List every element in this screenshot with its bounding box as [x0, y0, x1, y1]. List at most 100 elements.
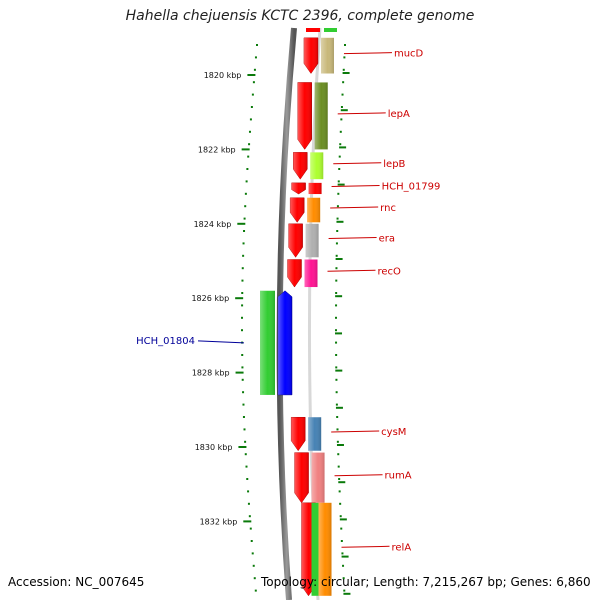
gene-block-shade	[311, 452, 325, 503]
gene-leader-line	[341, 545, 390, 548]
gene-leader-line	[331, 184, 380, 187]
gene-label-cysM[interactable]: cysM	[381, 427, 406, 438]
minor-tick-left	[247, 490, 250, 493]
minor-tick-right	[335, 279, 338, 282]
kbp-tick-mark	[247, 74, 256, 76]
minor-tick-right	[337, 453, 340, 456]
minor-tick-left	[243, 230, 246, 232]
gene-arrow-shade	[287, 259, 302, 288]
minor-tick-left	[241, 378, 244, 381]
gene-label-rnc[interactable]: rnc	[380, 203, 396, 214]
accession-text: Accession: NC_007645	[8, 575, 145, 589]
minor-tick-left	[245, 180, 248, 183]
major-tick-right	[340, 109, 348, 112]
gene-arrow-shade	[293, 152, 308, 180]
minor-tick-left	[250, 540, 253, 542]
minor-tick-left	[243, 217, 246, 220]
gene-arrow-shade	[291, 182, 306, 195]
minor-tick-right	[335, 341, 338, 344]
minor-tick-right	[339, 130, 342, 133]
gene-label-lepA[interactable]: lepA	[388, 109, 410, 120]
gene-block-partial-top	[324, 28, 337, 32]
minor-tick-right	[342, 81, 345, 84]
minor-tick-right	[344, 44, 346, 46]
major-tick-right	[335, 406, 343, 409]
minor-tick-left	[241, 304, 244, 307]
minor-tick-right	[337, 465, 340, 468]
minor-tick-left	[241, 366, 244, 369]
minor-tick-left	[245, 465, 248, 468]
major-tick-right	[336, 220, 344, 223]
minor-tick-right	[340, 106, 343, 108]
gene-block-shade	[314, 82, 328, 150]
minor-tick-left	[241, 292, 244, 294]
gene-leader-line	[343, 52, 392, 55]
gene-tracks	[260, 28, 337, 597]
minor-tick-left	[244, 440, 247, 443]
gene-block-shade	[318, 502, 332, 596]
gene-label-recO[interactable]: recO	[377, 266, 401, 277]
minor-tick-left	[256, 44, 258, 46]
major-tick-right	[338, 481, 346, 484]
minor-tick-right	[340, 540, 343, 542]
gene-arrow-shade	[294, 452, 309, 503]
minor-tick-right	[339, 143, 342, 146]
minor-tick-left	[247, 155, 250, 158]
gene-block-shade	[308, 182, 322, 195]
major-tick-right	[342, 72, 350, 74]
minor-tick-left	[244, 192, 247, 195]
gene-label-relA[interactable]: relA	[392, 542, 412, 553]
gene-label-mucD[interactable]: mucD	[394, 49, 424, 60]
gene-leader-line	[327, 269, 376, 272]
minor-tick-right	[335, 366, 338, 369]
minor-tick-left	[242, 403, 245, 406]
minor-tick-right	[336, 428, 339, 431]
minor-tick-right	[339, 502, 342, 505]
minor-tick-left	[241, 316, 244, 319]
gene-block-shade	[320, 37, 334, 74]
kbp-tick-label: 1824 kbp	[194, 220, 232, 229]
major-tick-right	[341, 555, 349, 558]
gene-leader-line	[330, 206, 379, 209]
kbp-tick-label: 1822 kbp	[198, 145, 236, 154]
gene-label-lepB[interactable]: lepB	[383, 159, 405, 170]
major-tick-right	[339, 146, 347, 149]
minor-tick-right	[343, 589, 346, 592]
kbp-tick-label: 1820 kbp	[204, 71, 242, 80]
minor-tick-left	[242, 416, 245, 418]
minor-tick-left	[242, 242, 245, 245]
major-tick-right	[335, 369, 343, 372]
minor-tick-left	[241, 354, 244, 356]
gene-label-era[interactable]: era	[379, 234, 395, 245]
minor-tick-right	[335, 254, 338, 257]
gene-label-HCH_01804[interactable]: HCH_01804	[136, 336, 195, 347]
gene-block-pair-relA	[311, 502, 319, 596]
major-tick-right	[335, 332, 343, 335]
kbp-tick-mark	[237, 222, 246, 225]
minor-tick-right	[335, 378, 338, 381]
gene-arrow-shade	[291, 417, 306, 451]
gene-block-shade	[305, 223, 319, 258]
gene-arrow-shade	[303, 37, 318, 74]
gene-label-HCH_01799[interactable]: HCH_01799	[382, 181, 441, 192]
gene-label-rumA[interactable]: rumA	[385, 471, 412, 482]
gene-leader-line	[334, 474, 383, 477]
minor-tick-left	[249, 527, 252, 530]
gene-arrow-partial-top	[306, 28, 320, 32]
minor-tick-right	[342, 577, 345, 580]
gene-leader-line	[337, 112, 386, 115]
minor-tick-right	[342, 68, 345, 71]
minor-tick-right	[342, 564, 345, 567]
minor-tick-left	[254, 56, 257, 59]
kbp-tick-mark	[235, 371, 244, 374]
minor-tick-left	[251, 552, 254, 555]
gene-arrow-shade	[288, 223, 303, 258]
minor-tick-right	[336, 230, 339, 232]
minor-tick-right	[338, 155, 341, 158]
major-tick-right	[335, 258, 343, 260]
gene-arrow-shade	[297, 82, 312, 150]
gene-block-shade	[310, 152, 324, 180]
kbp-tick-mark	[241, 148, 250, 151]
minor-tick-left	[241, 329, 244, 332]
